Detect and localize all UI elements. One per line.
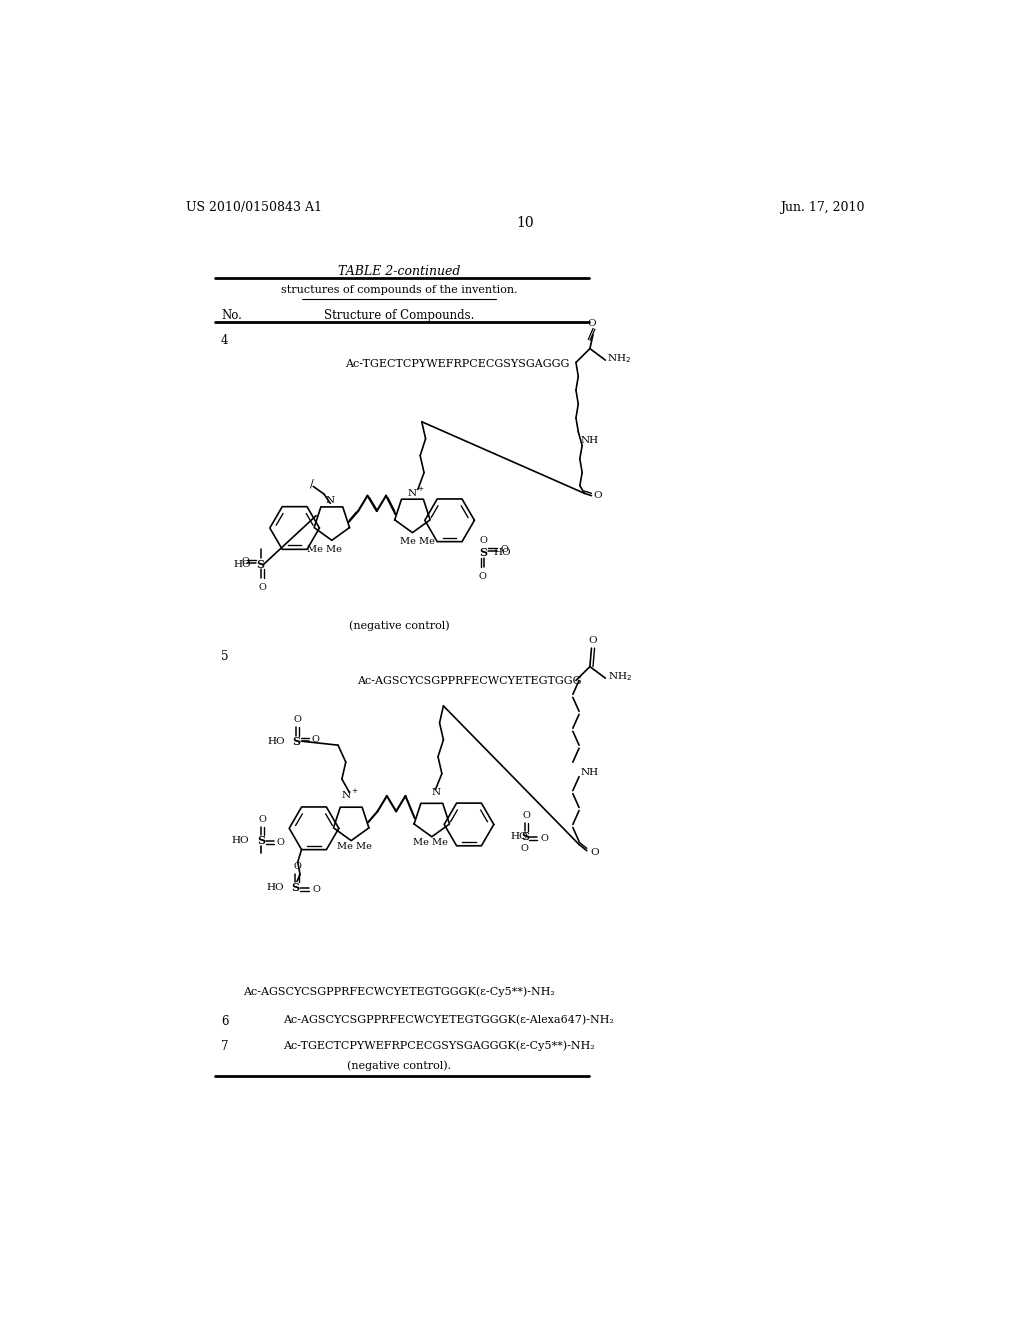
Text: HO: HO	[511, 833, 528, 841]
Text: Ac-AGSCYCSGPPRFECWCYETEGTGGGK(ε-Alexa647)-NH₂: Ac-AGSCYCSGPPRFECWCYETEGTGGGK(ε-Alexa647…	[283, 1015, 613, 1024]
Text: N: N	[326, 496, 335, 504]
Text: HO: HO	[231, 836, 249, 845]
Text: N$^+$: N$^+$	[407, 486, 425, 499]
Text: US 2010/0150843 A1: US 2010/0150843 A1	[186, 201, 323, 214]
Text: O: O	[312, 884, 321, 894]
Text: O: O	[242, 557, 250, 566]
Text: NH$_2$: NH$_2$	[607, 352, 631, 366]
Text: Ac-AGSCYCSGPPRFECWCYETEGTGGGK(ε-Cy5**)-NH₂: Ac-AGSCYCSGPPRFECWCYETEGTGGGK(ε-Cy5**)-N…	[244, 986, 555, 997]
Text: S: S	[257, 558, 264, 570]
Text: O: O	[478, 572, 486, 581]
Text: HO: HO	[233, 560, 251, 569]
Text: O: O	[311, 735, 319, 744]
Text: Me Me: Me Me	[306, 545, 342, 554]
Text: S: S	[292, 735, 300, 747]
Text: NH: NH	[581, 436, 599, 445]
Text: 4: 4	[221, 334, 228, 347]
Text: O: O	[590, 847, 598, 857]
Text: O: O	[501, 545, 509, 554]
Text: O: O	[276, 838, 285, 846]
Text: O: O	[594, 491, 602, 500]
Text: Jun. 17, 2010: Jun. 17, 2010	[779, 201, 864, 214]
Text: 7: 7	[221, 1040, 228, 1053]
Text: Structure of Compounds.: Structure of Compounds.	[324, 309, 474, 322]
Text: (negative control): (negative control)	[349, 620, 450, 631]
Text: O: O	[259, 814, 267, 824]
Text: TABLE 2-continued: TABLE 2-continued	[338, 264, 461, 277]
Text: O: O	[541, 834, 548, 842]
Text: 6: 6	[221, 1015, 228, 1028]
Text: Me Me: Me Me	[413, 838, 447, 847]
Text: S: S	[521, 832, 528, 842]
Text: Me Me: Me Me	[337, 842, 372, 851]
Text: S: S	[479, 548, 487, 558]
Text: Ac-TGECTCPYWEFRPCECGSYSGAGGGK(ε-Cy5**)-NH₂: Ac-TGECTCPYWEFRPCECGSYSGAGGGK(ε-Cy5**)-N…	[283, 1040, 595, 1051]
Text: O: O	[522, 810, 530, 820]
Text: NH$_2$: NH$_2$	[608, 671, 633, 682]
Text: O: O	[480, 536, 487, 545]
Text: N$^+$: N$^+$	[341, 788, 358, 800]
Text: /: /	[310, 478, 314, 488]
Text: O: O	[587, 319, 596, 329]
Text: O: O	[589, 636, 597, 645]
Text: NH: NH	[581, 768, 599, 777]
Text: HO: HO	[493, 548, 511, 557]
Text: N: N	[431, 788, 440, 797]
Text: O: O	[294, 715, 302, 725]
Text: No.: No.	[221, 309, 242, 322]
Text: HO: HO	[267, 883, 285, 892]
Text: (negative control).: (negative control).	[347, 1061, 452, 1072]
Text: structures of compounds of the invention.: structures of compounds of the invention…	[281, 285, 517, 296]
Text: S: S	[257, 836, 265, 846]
Text: Ac-AGSCYCSGPPRFECWCYETEGTGGG: Ac-AGSCYCSGPPRFECWCYETEGTGGG	[356, 676, 582, 686]
Text: S: S	[292, 882, 299, 894]
Text: O: O	[521, 845, 528, 854]
Text: Me Me: Me Me	[399, 537, 434, 546]
Text: O: O	[293, 862, 301, 871]
Text: 10: 10	[516, 216, 534, 230]
Text: HO: HO	[267, 737, 286, 746]
Text: O: O	[258, 583, 266, 591]
Text: Ac-TGECTCPYWEFRPCECGSYSGAGGG: Ac-TGECTCPYWEFRPCECGSYSGAGGG	[345, 359, 569, 368]
Text: 5: 5	[221, 649, 228, 663]
